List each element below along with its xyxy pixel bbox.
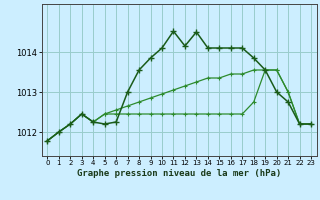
- X-axis label: Graphe pression niveau de la mer (hPa): Graphe pression niveau de la mer (hPa): [77, 169, 281, 178]
